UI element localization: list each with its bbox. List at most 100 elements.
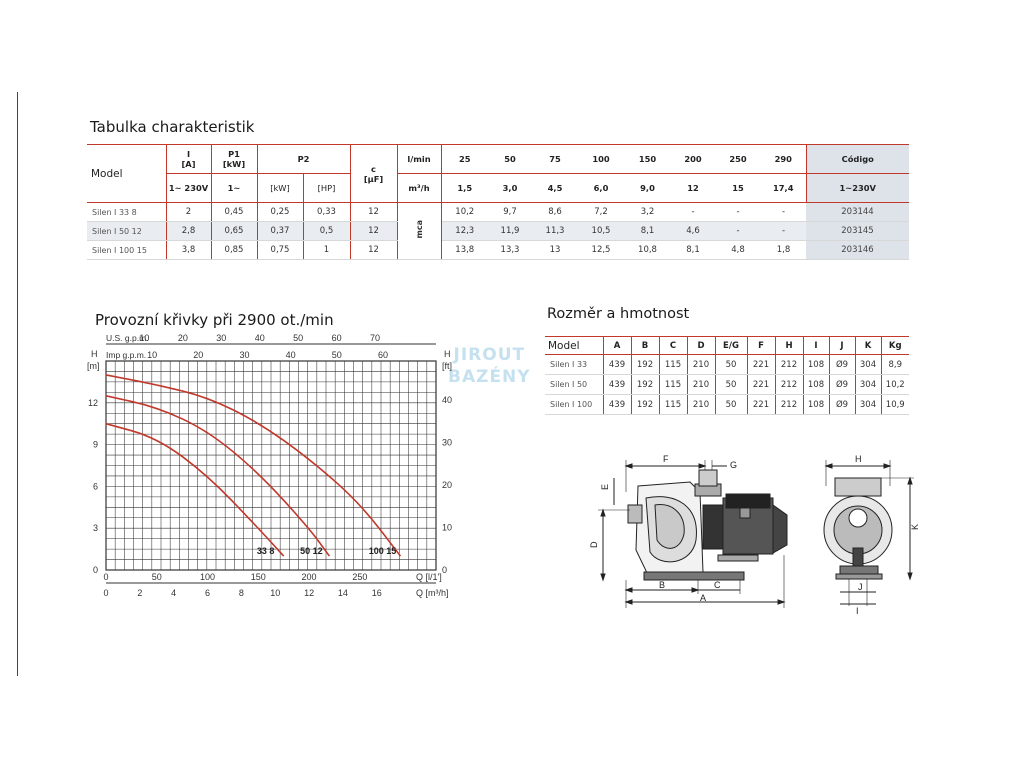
dim-cell: 50: [715, 394, 748, 415]
dim-cell: 8,9: [881, 354, 909, 375]
dim-model: Silen I 100: [545, 394, 604, 415]
current-value: 3,8: [166, 240, 212, 260]
product-code: 203144: [806, 202, 909, 222]
dim-cell: 212: [775, 394, 804, 415]
dim-cell: 439: [603, 394, 632, 415]
x-tick-label-lmin: 0: [103, 572, 108, 582]
x-tick-label-m3h: 14: [338, 588, 348, 598]
dim-header: K: [855, 336, 882, 355]
p1-value: 0,65: [211, 221, 258, 241]
top-tick-label-imp: 10: [147, 350, 157, 360]
dim-cell: 115: [659, 394, 688, 415]
dimensions-table: Model A B C D E/G F H I J K Kg Silen I 3…: [545, 336, 909, 415]
dim-header: B: [631, 336, 660, 355]
x-tick-label-lmin: 100: [200, 572, 215, 582]
p2-hp-value: 0,5: [303, 221, 351, 241]
dim-header: A: [603, 336, 632, 355]
product-code: 203145: [806, 221, 909, 241]
dim-cell: 221: [747, 354, 776, 375]
x-tick-label-m3h: 4: [171, 588, 176, 598]
p2-hp-value: 0,33: [303, 202, 351, 222]
dim-cell: 210: [687, 354, 716, 375]
top-tick-label-imp: 50: [332, 350, 342, 360]
curve-label: 50 12: [300, 546, 323, 556]
x-tick-label-lmin: 250: [352, 572, 367, 582]
top-axis-imp-label: Imp g.p.m.: [106, 350, 146, 360]
flow-lmin-5: 200: [671, 144, 715, 174]
table-row: Silen I 50 439 192 115 210 50 221 212 10…: [545, 374, 909, 395]
head-value: -: [715, 202, 761, 222]
curve-50-12: [105, 395, 331, 557]
flow-lmin-0: 25: [441, 144, 488, 174]
head-value: -: [761, 221, 806, 241]
dim-cell: 50: [715, 374, 748, 395]
dim-cell: 439: [603, 354, 632, 375]
p2-kw-header: [kW]: [257, 173, 304, 203]
curve-label: 100 15: [369, 546, 397, 556]
head-value: 4,6: [671, 221, 715, 241]
curves-title: Provozní křivky při 2900 ot./min: [95, 311, 334, 329]
table-row: Silen I 100 15 3,8 0,85 0,75 1 12 13,8 1…: [87, 240, 909, 260]
flow-lmin-3: 100: [578, 144, 624, 174]
p2-kw-value: 0,37: [257, 221, 304, 241]
dim-label-k: K: [910, 524, 920, 530]
flow-m3h-3: 6,0: [578, 173, 624, 203]
dim-cell: 115: [659, 374, 688, 395]
flow-lmin-4: 150: [624, 144, 671, 174]
model-name: Silen I 100 15: [87, 240, 167, 260]
x-tick-label-lmin: 200: [302, 572, 317, 582]
flow-m3h-5: 12: [671, 173, 715, 203]
x-axis-label-lmin: Q [l/1']: [416, 572, 442, 582]
flow-lmin-7: 290: [761, 144, 806, 174]
dim-header: D: [687, 336, 716, 355]
head-value: 13,8: [441, 240, 488, 260]
head-value: 12,3: [441, 221, 488, 241]
dim-cell: 10,9: [881, 394, 909, 415]
p2-hp-header: [HP]: [303, 173, 351, 203]
flow-m3h-7: 17,4: [761, 173, 806, 203]
x-tick-label-m3h: 16: [372, 588, 382, 598]
x-tick-label-lmin: 50: [152, 572, 162, 582]
top-tick-label-imp: 40: [286, 350, 296, 360]
y-tick-label-ft: 30: [442, 438, 452, 448]
dim-cell: 304: [855, 354, 882, 375]
top-tick-label-imp: 60: [378, 350, 388, 360]
product-code: 203146: [806, 240, 909, 260]
head-value: 9,7: [488, 202, 532, 222]
pump-side-view: [598, 460, 788, 608]
head-value: 13: [532, 240, 578, 260]
current-sub-header: 1~ 230V: [166, 173, 212, 203]
x-tick-label-m3h: 0: [103, 588, 108, 598]
model-header: Model: [87, 144, 167, 203]
dim-cell: 108: [803, 354, 830, 375]
y-axis-unit-left: [m]: [87, 361, 100, 371]
head-value: -: [761, 202, 806, 222]
dim-header: F: [747, 336, 776, 355]
y-tick-label-ft: 40: [442, 395, 452, 405]
dim-cell: 304: [855, 374, 882, 395]
table-row: Silen I 100 439 192 115 210 50 221 212 1…: [545, 394, 909, 415]
dim-model: Silen I 50: [545, 374, 604, 395]
current-header: I [A]: [166, 144, 212, 174]
flow-m3h-6: 15: [715, 173, 761, 203]
pump-front-view: [823, 460, 914, 606]
top-tick-label-us: 30: [216, 333, 226, 343]
y-axis-label-right: H: [444, 349, 451, 359]
table-row: Silen I 50 12 2,8 0,65 0,37 0,5 12 12,3 …: [87, 221, 909, 241]
y-tick-label-m: 9: [93, 440, 98, 450]
y-tick-label-m: 3: [93, 523, 98, 533]
head-value: -: [715, 221, 761, 241]
head-value: 1,8: [761, 240, 806, 260]
top-tick-label-us: 20: [178, 333, 188, 343]
dim-cell: 221: [747, 374, 776, 395]
dim-label-d: D: [589, 541, 599, 548]
dim-cell: 192: [631, 354, 660, 375]
flow-m3h-0: 1,5: [441, 173, 488, 203]
y-tick-label-m: 0: [93, 565, 98, 575]
code-sub-header: 1~230V: [805, 173, 909, 203]
x-tick-label-m3h: 12: [304, 588, 314, 598]
head-value: 13,3: [488, 240, 532, 260]
dim-header-model: Model: [545, 336, 604, 355]
x-tick-label-m3h: 2: [137, 588, 142, 598]
